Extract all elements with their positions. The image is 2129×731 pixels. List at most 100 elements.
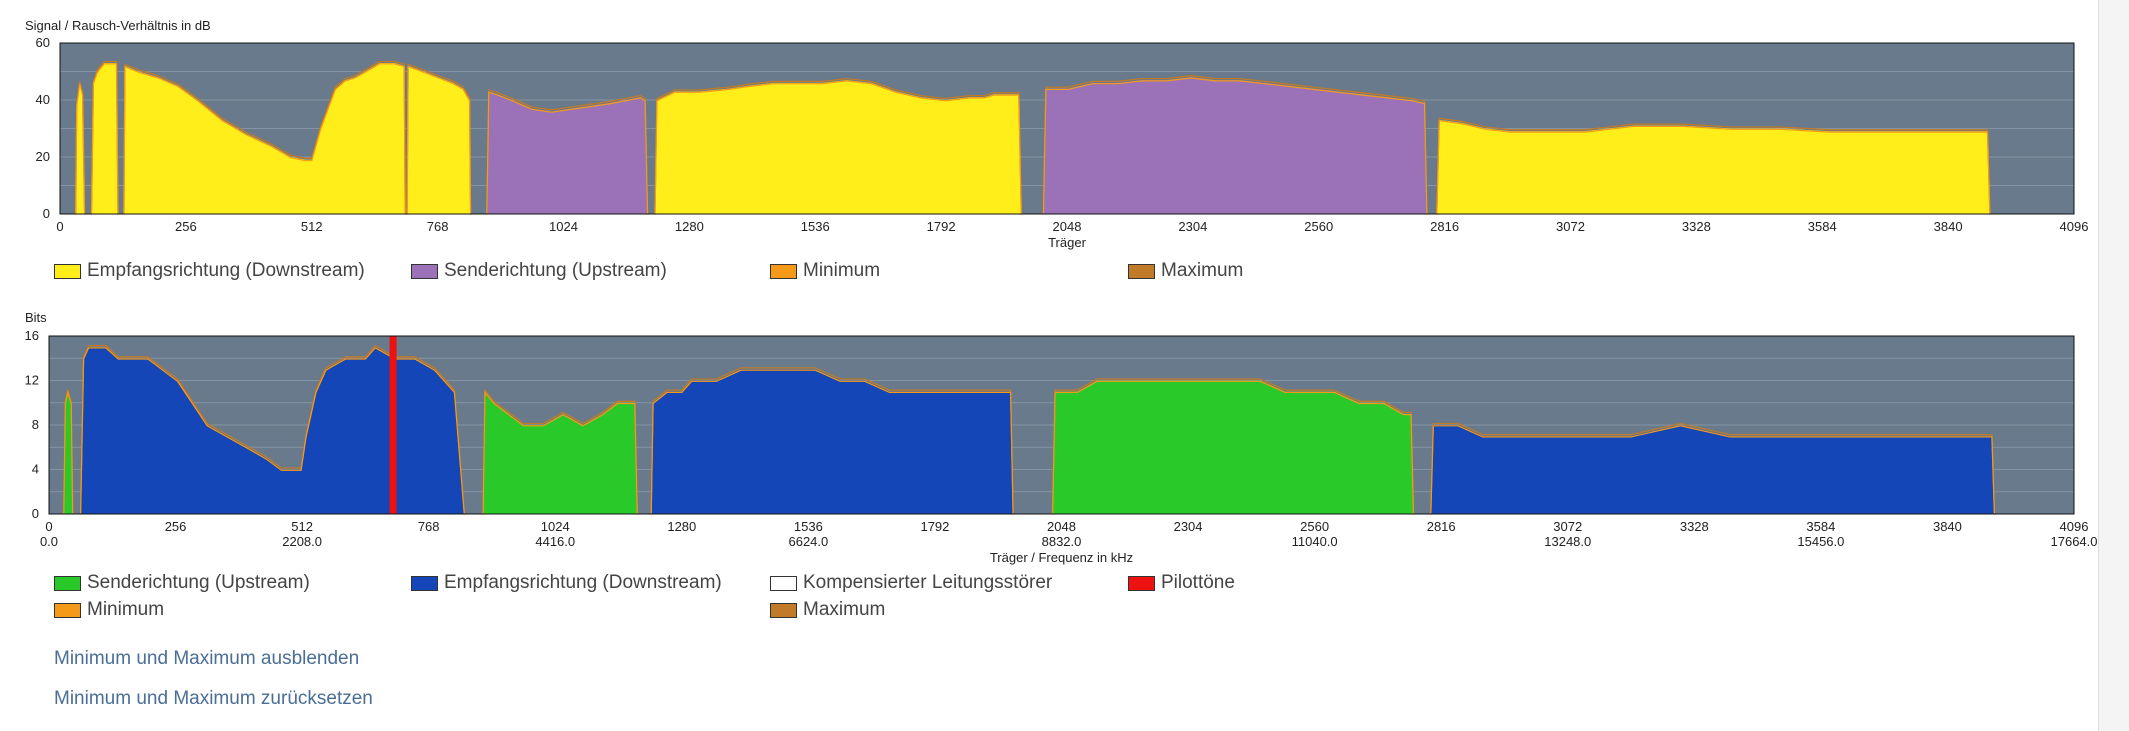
x-axis-label: Träger / Frequenz in kHz <box>990 550 1133 565</box>
y-tick-label: 20 <box>36 149 50 164</box>
maximum-line <box>79 344 465 513</box>
x-tick-label: 1024 <box>541 519 570 534</box>
x-tick-label: 2816 <box>1430 219 1459 234</box>
minimum-line <box>123 63 406 215</box>
swatch-red <box>1128 575 1155 591</box>
legend-label: Minimum <box>803 260 881 281</box>
legend-bits-compensated: Kompensierter Leitungsstörer <box>770 572 1052 594</box>
legend-snr-maximum: Maximum <box>1128 260 1243 282</box>
x-tick-label: 2048 <box>1053 219 1082 234</box>
x-tick-label: 256 <box>165 519 187 534</box>
x-tick-khz-label: 15456.0 <box>1797 534 1844 549</box>
minimum-line <box>650 369 1014 515</box>
maximum-line <box>1051 378 1415 513</box>
minimum-line <box>482 390 638 515</box>
legend-label: Empfangsrichtung (Downstream) <box>444 572 722 593</box>
series-area <box>655 80 1022 214</box>
y-tick-label: 0 <box>32 506 39 521</box>
legend-label: Pilottöne <box>1161 572 1235 593</box>
swatch-purple <box>411 263 438 279</box>
x-tick-label: 1536 <box>794 519 823 534</box>
swatch-orange <box>54 602 81 618</box>
swatch-orange <box>770 263 797 279</box>
x-tick-label: 1280 <box>667 519 696 534</box>
x-tick-label: 3840 <box>1934 219 1963 234</box>
series-area <box>63 391 73 514</box>
minimum-line <box>90 63 119 215</box>
minimum-line <box>486 91 649 215</box>
x-tick-label: 3328 <box>1680 519 1709 534</box>
legend-snr-downstream: Empfangsrichtung (Downstream) <box>54 260 365 282</box>
x-tick-khz-label: 0.0 <box>40 534 58 549</box>
x-tick-label: 768 <box>418 519 440 534</box>
x-tick-label: 3328 <box>1682 219 1711 234</box>
swatch-white <box>770 575 797 591</box>
x-tick-label: 1536 <box>801 219 830 234</box>
minimum-line <box>1052 380 1415 515</box>
minimum-line <box>1042 77 1428 215</box>
hide-minmax-link[interactable]: Minimum und Maximum ausblenden <box>54 648 360 669</box>
legend-snr-upstream: Senderichtung (Upstream) <box>411 260 667 282</box>
x-axis-label: Träger <box>1048 235 1086 250</box>
maximum-line <box>1430 422 1996 513</box>
legend-bits-downstream: Empfangsrichtung (Downstream) <box>411 572 722 594</box>
series-area <box>91 63 118 214</box>
x-tick-label: 2304 <box>1174 519 1203 534</box>
x-tick-label: 3072 <box>1553 519 1582 534</box>
minimum-line <box>1436 120 1991 215</box>
series-area <box>123 63 406 214</box>
series-area <box>1430 425 1995 514</box>
legend-label: Senderichtung (Upstream) <box>444 260 667 281</box>
series-area <box>483 391 638 514</box>
x-tick-label: 1280 <box>675 219 704 234</box>
legend-bits-upstream: Senderichtung (Upstream) <box>54 572 310 594</box>
legend-bits-minimum: Minimum <box>54 599 164 621</box>
x-tick-label: 2048 <box>1047 519 1076 534</box>
snr-y-axis-title: Signal / Rausch-Verhältnis in dB <box>25 18 211 33</box>
x-tick-khz-label: 8832.0 <box>1042 534 1082 549</box>
y-tick-label: 16 <box>25 328 39 343</box>
x-tick-label: 2304 <box>1178 219 1207 234</box>
x-tick-label: 1792 <box>927 219 956 234</box>
y-tick-label: 60 <box>36 35 50 50</box>
maximum-line <box>406 63 472 213</box>
x-tick-label: 0 <box>56 219 63 234</box>
snr-chart: 0 20 40 60 0 256 512 768 1024 1280 1536 1792 2048 230… <box>36 35 2089 250</box>
swatch-brown <box>1128 263 1155 279</box>
series-area <box>651 369 1014 514</box>
series-area <box>1052 380 1414 514</box>
y-tick-label: 8 <box>32 417 39 432</box>
y-tick-label: 12 <box>25 373 39 388</box>
x-tick-label: 1024 <box>549 219 578 234</box>
legend-label: Empfangsrichtung (Downstream) <box>87 260 365 281</box>
minimum-line <box>1430 425 1995 515</box>
minimum-line <box>406 65 472 215</box>
x-tick-khz-label: 2208.0 <box>282 534 322 549</box>
reset-minmax-link[interactable]: Minimum und Maximum zurücksetzen <box>54 688 373 709</box>
x-tick-khz-label: 11040.0 <box>1292 534 1338 549</box>
maximum-line <box>486 89 649 213</box>
x-tick-label: 2560 <box>1300 519 1329 534</box>
x-tick-label: 2560 <box>1304 219 1333 234</box>
legend-snr-minimum: Minimum <box>770 260 880 282</box>
legend-label: Minimum <box>87 599 165 620</box>
x-tick-label: 3840 <box>1933 519 1962 534</box>
x-tick-label: 3584 <box>1808 219 1837 234</box>
x-tick-label: 4096 <box>2060 519 2089 534</box>
minimum-line <box>63 390 74 515</box>
x-tick-label: 1792 <box>920 519 949 534</box>
legend-label: Kompensierter Leitungsstörer <box>803 572 1053 593</box>
swatch-yellow <box>54 263 81 279</box>
maximum-line <box>1436 117 1991 213</box>
swatch-brown <box>770 602 797 618</box>
bits-y-axis-title: Bits <box>25 310 47 325</box>
x-tick-khz-label: 6624.0 <box>788 534 828 549</box>
x-tick-khz-label: 17664.0 <box>2051 534 2098 549</box>
series-area <box>407 65 471 214</box>
minimum-line <box>75 83 86 215</box>
series-area <box>1043 77 1427 214</box>
legend-label: Maximum <box>803 599 886 620</box>
series-area <box>1436 119 1990 214</box>
maximum-line <box>654 77 1022 213</box>
